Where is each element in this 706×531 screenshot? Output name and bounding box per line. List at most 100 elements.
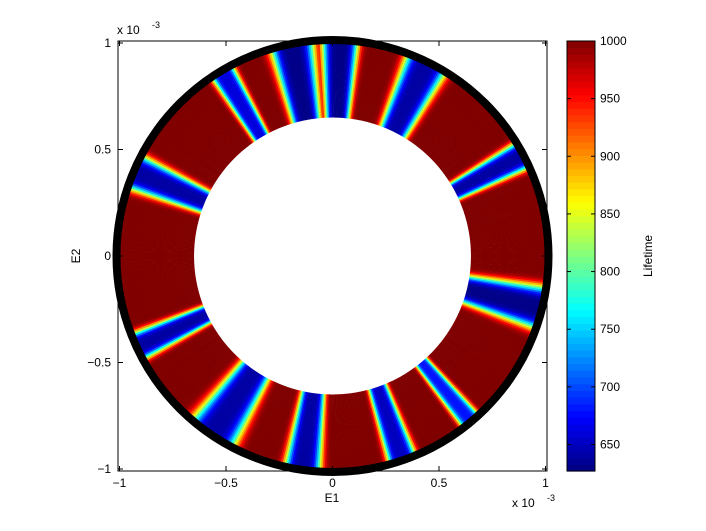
annulus-wedge	[147, 325, 214, 365]
annulus-wedge	[425, 98, 478, 155]
annulus-wedge	[450, 327, 516, 368]
annulus-wedge	[457, 165, 527, 199]
annulus-wedge	[162, 339, 223, 386]
annulus-wedge	[134, 174, 205, 205]
annulus-wedge	[216, 372, 259, 436]
annulus-wedge	[284, 48, 303, 122]
annulus-wedge	[119, 240, 195, 248]
annulus-wedge	[357, 46, 374, 121]
annulus-wedge	[278, 390, 300, 463]
annulus-wedge	[154, 332, 218, 376]
annulus-wedge	[359, 391, 377, 465]
annulus-wedge	[351, 392, 365, 467]
x-tick-label: −1	[113, 476, 127, 490]
annulus-wedge	[377, 54, 404, 126]
y-tick-label: 1	[104, 36, 111, 50]
annulus-wedge	[466, 200, 539, 222]
annulus-wedge	[456, 315, 525, 350]
colorbar-segment	[567, 336, 595, 344]
annulus-wedge	[336, 43, 341, 118]
annulus-wedge	[225, 70, 265, 137]
annulus-wedge	[302, 44, 315, 119]
annulus-wedge	[192, 93, 243, 152]
annulus-wedge	[235, 65, 271, 133]
annulus-wedge	[172, 347, 230, 399]
annulus-wedge	[459, 170, 529, 203]
annulus-wedge	[408, 370, 452, 434]
annulus-wedge	[376, 53, 403, 126]
annulus-wedge	[467, 211, 542, 229]
annulus-wedge	[369, 50, 392, 123]
annulus-wedge	[414, 366, 461, 428]
annulus-wedge	[464, 297, 536, 322]
annulus-wedge	[378, 55, 406, 126]
annulus-wedge	[470, 263, 546, 270]
annulus-wedge	[415, 365, 463, 427]
annulus-wedge	[216, 76, 259, 140]
annulus-wedge	[222, 374, 263, 440]
annulus-wedge	[390, 62, 425, 132]
annulus-wedge	[119, 259, 195, 264]
annulus-wedge	[455, 318, 523, 355]
annulus-wedge	[277, 389, 298, 463]
annulus-wedge	[328, 43, 332, 118]
annulus-wedge	[469, 273, 544, 286]
annulus-wedge	[395, 378, 432, 446]
annulus-wedge	[470, 255, 546, 259]
annulus-wedge	[370, 51, 394, 124]
annulus-wedge	[460, 306, 531, 336]
annulus-wedge	[348, 44, 359, 119]
annulus-wedge	[383, 384, 413, 455]
annulus-wedge	[364, 48, 385, 122]
annulus-wedge	[122, 279, 197, 295]
annulus-wedge	[264, 387, 290, 459]
annulus-wedge	[189, 96, 241, 154]
annulus-wedge	[138, 165, 208, 199]
annulus-wedge	[371, 388, 395, 461]
annulus-wedge	[404, 373, 446, 438]
annulus-wedge	[370, 388, 394, 461]
annulus-wedge	[423, 359, 474, 417]
x-tick-label: 0	[329, 476, 336, 490]
annulus-wedge	[119, 257, 195, 260]
annulus-wedge	[349, 44, 361, 119]
colorbar-tick-label: 950	[600, 92, 620, 106]
annulus-wedge	[124, 287, 198, 306]
annulus-wedge	[288, 391, 306, 465]
annulus-wedge	[470, 264, 546, 272]
colorbar-tick-label: 900	[600, 149, 620, 163]
annulus-wedge	[470, 258, 546, 262]
annulus-wedge	[137, 311, 207, 343]
annulus-wedge	[462, 184, 534, 212]
annulus-wedge	[342, 394, 350, 469]
annulus-wedge	[433, 110, 490, 163]
annulus-wedge	[270, 51, 294, 124]
annulus-wedge	[406, 76, 449, 140]
annulus-wedge	[416, 86, 464, 147]
annulus-wedge	[469, 276, 544, 290]
annulus-wedge	[250, 58, 281, 129]
annulus-wedge	[259, 386, 287, 457]
annulus-wedge	[275, 50, 297, 123]
annulus-wedge	[229, 68, 267, 135]
annulus-wedge	[254, 384, 283, 455]
annulus-wedge	[470, 242, 546, 249]
colorbar-segment	[567, 215, 595, 224]
annulus-wedge	[338, 394, 344, 469]
annulus-wedge	[464, 295, 537, 319]
annulus-wedge	[439, 120, 499, 169]
annulus-wedge	[242, 62, 276, 131]
annulus-wedge	[451, 326, 517, 366]
annulus-wedge	[412, 82, 458, 145]
annulus-wedge	[160, 129, 222, 175]
annulus-wedge	[242, 381, 276, 450]
annulus-wedge	[429, 353, 484, 409]
annulus-wedge	[247, 59, 279, 130]
annulus-wedge	[300, 45, 314, 120]
annulus-wedge	[462, 182, 534, 210]
annulus-wedge	[175, 349, 232, 402]
annulus-wedge	[470, 233, 545, 243]
annulus-wedge	[259, 55, 287, 126]
colorbar-segment	[567, 229, 595, 237]
